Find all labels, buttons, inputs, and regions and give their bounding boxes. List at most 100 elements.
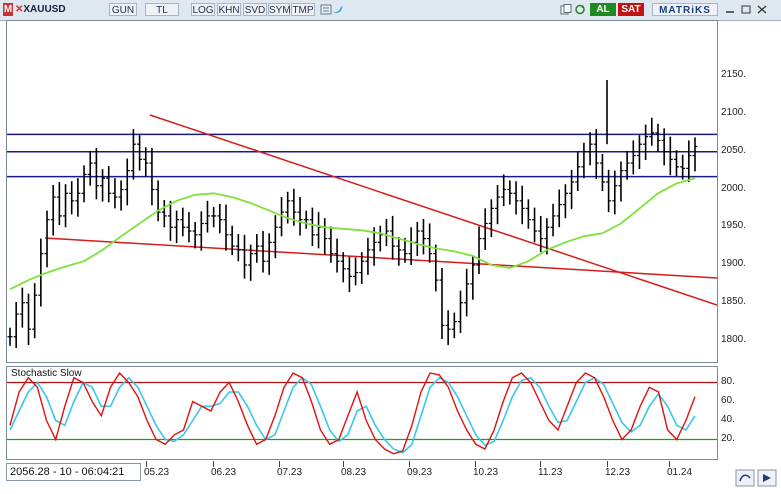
period-gun-button[interactable]: GUN	[109, 3, 137, 16]
stochastic-frame[interactable]	[6, 366, 718, 460]
price-bar	[359, 252, 365, 284]
refresh-icon[interactable]	[574, 4, 586, 15]
price-bar	[155, 180, 161, 222]
sell-button[interactable]: SAT	[618, 3, 644, 16]
price-bar	[272, 215, 278, 259]
price-bar	[248, 244, 254, 281]
chart-toolbar: M ✕XAUUSD GUN TL LOG KHN SVD SYM TMP AL S…	[0, 0, 781, 21]
price-bar	[476, 226, 482, 275]
price-bar	[266, 233, 272, 275]
tmp-button[interactable]: TMP	[291, 3, 315, 16]
minimize-icon[interactable]	[724, 4, 736, 15]
price-bar	[353, 257, 359, 286]
svd-button[interactable]: SVD	[243, 3, 267, 16]
price-chart-frame[interactable]	[6, 20, 718, 363]
price-bar	[38, 238, 44, 307]
sym-button[interactable]: SYM	[268, 3, 291, 16]
price-bar	[32, 283, 38, 339]
log-button[interactable]: LOG	[191, 3, 215, 16]
price-bar	[414, 221, 420, 256]
price-bar	[692, 137, 698, 172]
price-bar	[445, 310, 451, 346]
price-bar	[204, 200, 210, 233]
price-bar	[217, 203, 223, 234]
toolbar-list-icon[interactable]	[320, 4, 332, 15]
price-bar	[606, 169, 612, 213]
brand-logo: MATRiKS	[652, 3, 718, 16]
currency-tl-button[interactable]: TL	[145, 3, 179, 16]
price-bar	[50, 184, 56, 236]
price-bar	[519, 185, 525, 225]
twitter-icon[interactable]	[332, 4, 344, 15]
symbol-name: XAUUSD	[23, 4, 66, 15]
price-bar	[81, 165, 87, 203]
crosshair-readout: 2056.28 - 10 - 06:04:21	[6, 463, 141, 481]
price-bar	[161, 200, 167, 228]
maximize-icon[interactable]	[740, 4, 752, 15]
time-tick	[146, 461, 147, 467]
price-bar	[599, 154, 605, 192]
price-bar	[26, 293, 32, 346]
price-chart[interactable]	[7, 21, 717, 362]
buy-button[interactable]: AL	[590, 3, 616, 16]
price-bar	[470, 255, 476, 300]
price-tick-label: 2100.	[721, 107, 747, 118]
price-bar	[377, 225, 383, 252]
x-mark: ✕	[15, 4, 24, 15]
time-tick	[279, 461, 280, 467]
price-bar	[167, 200, 173, 241]
price-bar	[402, 237, 408, 263]
stoch-d-line	[9, 376, 696, 454]
price-bar	[427, 223, 433, 263]
close-icon[interactable]	[756, 4, 768, 15]
price-bar	[180, 207, 186, 237]
price-bar	[680, 154, 686, 180]
price-bar	[75, 178, 81, 217]
time-tick	[669, 461, 670, 467]
price-bar	[7, 327, 13, 346]
khn-button[interactable]: KHN	[217, 3, 241, 16]
price-bar	[495, 184, 501, 225]
time-tick-label: 05.23	[144, 467, 170, 478]
price-bar	[544, 218, 550, 255]
price-bar	[192, 221, 198, 249]
price-bar	[229, 225, 235, 256]
symbol-selector[interactable]: M ✕XAUUSD	[3, 3, 66, 16]
price-tick-label: 2000.	[721, 182, 747, 194]
price-bar	[69, 181, 75, 215]
price-bar	[612, 170, 618, 215]
stoch-tick-label: 40.	[721, 413, 735, 425]
price-bar	[433, 244, 439, 292]
price-bar	[137, 135, 143, 171]
price-bar	[112, 178, 118, 209]
time-tick	[343, 461, 344, 467]
price-bar	[575, 151, 581, 192]
time-tick-label: 07.23	[277, 467, 303, 478]
price-bar	[383, 218, 389, 247]
time-tick	[607, 461, 608, 467]
time-tick-label: 01.24	[667, 467, 693, 478]
price-bar	[507, 180, 513, 205]
price-bar	[396, 237, 402, 266]
price-tick-label: 1900.	[721, 258, 747, 269]
price-bar	[587, 132, 593, 166]
settings-icon[interactable]	[735, 469, 755, 487]
price-bar	[550, 203, 556, 237]
copy-icon[interactable]	[560, 4, 572, 15]
time-tick-label: 08.23	[341, 467, 367, 478]
price-bar	[316, 212, 322, 249]
stochastic-chart[interactable]	[7, 367, 717, 459]
price-bar	[242, 234, 248, 279]
price-bar	[87, 150, 93, 186]
price-bar	[365, 237, 371, 275]
price-bar	[198, 211, 204, 251]
price-bar	[538, 215, 544, 253]
scroll-right-icon[interactable]	[757, 469, 777, 487]
price-bar	[439, 268, 445, 339]
price-bar	[328, 226, 334, 263]
price-bar	[525, 199, 531, 229]
price-bar	[143, 147, 149, 177]
price-bar	[44, 210, 50, 268]
price-bar	[223, 204, 229, 251]
price-tick-label: 1800.	[721, 333, 747, 345]
